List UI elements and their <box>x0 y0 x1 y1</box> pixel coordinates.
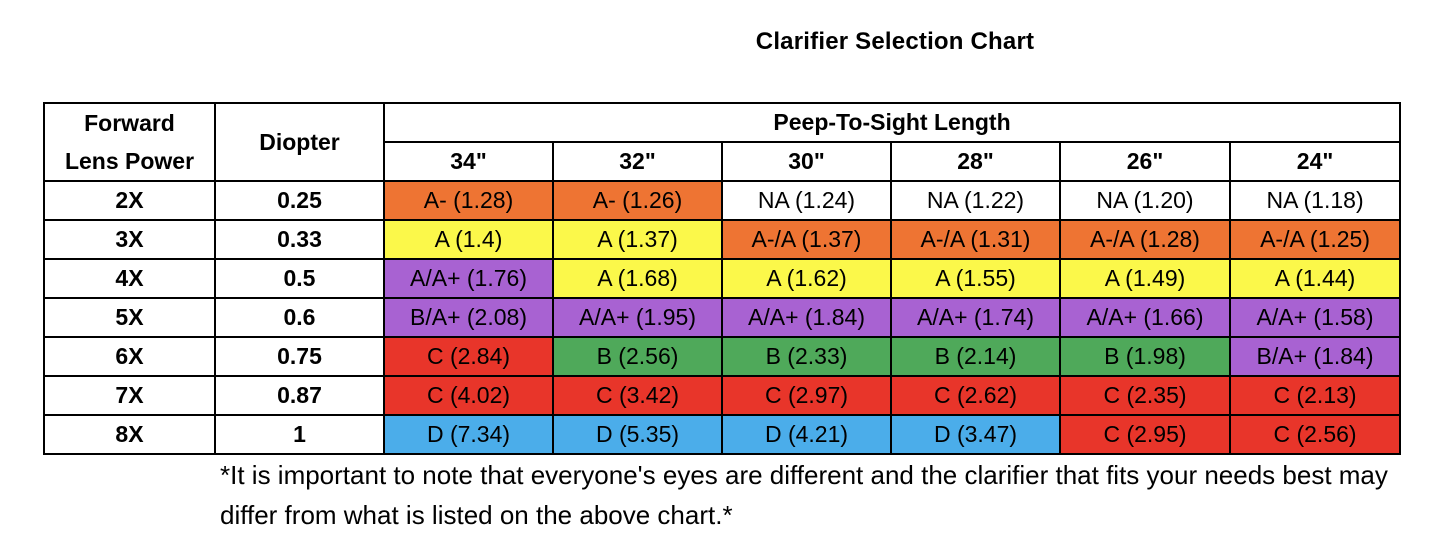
clarifier-cell: A (1.44) <box>1228 258 1402 299</box>
peep-to-sight-header: Peep-To-Sight Length <box>382 102 1402 143</box>
clarifier-cell: A- (1.28) <box>383 180 554 221</box>
table-row: 2X 0.25 A- (1.28) A- (1.26) NA (1.24) NA (1.2… <box>43 180 1402 221</box>
clarifier-cell: A (1.37) <box>552 219 723 260</box>
clarifier-cell: C (3.42) <box>552 375 723 416</box>
clarifier-cell: A/A+ (1.76) <box>383 258 554 299</box>
clarifier-cell: NA (1.22) <box>890 180 1061 221</box>
clarifier-cell: C (2.84) <box>383 336 554 377</box>
clarifier-cell: B/A+ (1.84) <box>1228 336 1402 377</box>
diopter-cell: 0.6 <box>214 297 385 338</box>
diopter-cell: 0.25 <box>214 180 385 221</box>
lens-power-cell: 6X <box>43 336 216 377</box>
table-body: 2X 0.25 A- (1.28) A- (1.26) NA (1.24) NA (1.2… <box>43 180 1402 455</box>
diopter-cell: 0.75 <box>214 336 385 377</box>
clarifier-cell: C (2.35) <box>1059 375 1231 416</box>
clarifier-table: Forward Lens Power Diopter Peep-To-Sight… <box>43 102 1402 455</box>
clarifier-cell: A- (1.26) <box>552 180 723 221</box>
clarifier-cell: A-/A (1.31) <box>890 219 1061 260</box>
clarifier-cell: A-/A (1.37) <box>721 219 892 260</box>
diopter-cell: 1 <box>214 414 385 455</box>
clarifier-cell: D (3.47) <box>890 414 1061 455</box>
table-row: 8X 1 D (7.34) D (5.35) D (4.21) D (3.47) C (2.… <box>43 414 1402 455</box>
clarifier-cell: C (2.56) <box>1228 414 1402 455</box>
lens-power-header-line2: Lens Power <box>64 148 195 174</box>
header-row-lengths: 34" 32" 30" 28" 26" 24" <box>44 141 1402 182</box>
diopter-cell: 0.5 <box>214 258 385 299</box>
clarifier-cell: B (2.14) <box>890 336 1061 377</box>
clarifier-cell: B (1.98) <box>1059 336 1231 377</box>
table-row: 7X 0.87 C (4.02) C (3.42) C (2.97) C (2.62) C … <box>43 375 1402 416</box>
lens-power-cell: 5X <box>43 297 216 338</box>
table-row: 3X 0.33 A (1.4) A (1.37) A-/A (1.37) A-/A (1.… <box>43 219 1402 260</box>
length-header: 30" <box>721 141 892 182</box>
clarifier-cell: A/A+ (1.84) <box>721 297 892 338</box>
length-header: 32" <box>552 141 723 182</box>
clarifier-cell: A/A+ (1.95) <box>552 297 723 338</box>
lens-power-cell: 2X <box>43 180 216 221</box>
clarifier-cell: D (4.21) <box>721 414 892 455</box>
clarifier-cell: A/A+ (1.58) <box>1228 297 1402 338</box>
clarifier-cell: NA (1.24) <box>721 180 892 221</box>
clarifier-cell: D (5.35) <box>552 414 723 455</box>
lens-power-header: Forward Lens Power <box>43 102 216 182</box>
table-row: 5X 0.6 B/A+ (2.08) A/A+ (1.95) A/A+ (1.84) A/… <box>43 297 1402 338</box>
footnote: *It is important to note that everyone's… <box>220 460 1388 530</box>
clarifier-cell: A (1.49) <box>1059 258 1231 299</box>
clarifier-cell: C (2.97) <box>721 375 892 416</box>
clarifier-cell: C (4.02) <box>383 375 554 416</box>
length-header: 24" <box>1228 141 1402 182</box>
clarifier-cell: B (2.56) <box>552 336 723 377</box>
clarifier-cell: D (7.34) <box>383 414 554 455</box>
clarifier-cell: A (1.4) <box>383 219 554 260</box>
clarifier-cell: A/A+ (1.74) <box>890 297 1061 338</box>
clarifier-cell: A-/A (1.25) <box>1228 219 1402 260</box>
diopter-cell: 0.33 <box>214 219 385 260</box>
clarifier-cell: NA (1.18) <box>1228 180 1402 221</box>
clarifier-cell: C (2.95) <box>1059 414 1231 455</box>
table-row: 4X 0.5 A/A+ (1.76) A (1.68) A (1.62) A (1.55)… <box>43 258 1402 299</box>
table-row: 6X 0.75 C (2.84) B (2.56) B (2.33) B (2.14) B … <box>43 336 1402 377</box>
lens-power-cell: 8X <box>43 414 216 455</box>
clarifier-cell: C (2.62) <box>890 375 1061 416</box>
clarifier-cell: C (2.13) <box>1228 375 1402 416</box>
clarifier-cell: NA (1.20) <box>1059 180 1231 221</box>
length-header: 26" <box>1059 141 1231 182</box>
clarifier-cell: B/A+ (2.08) <box>383 297 554 338</box>
lens-power-cell: 3X <box>43 219 216 260</box>
lens-power-cell: 4X <box>43 258 216 299</box>
diopter-cell: 0.87 <box>214 375 385 416</box>
lens-power-header-line1: Forward <box>84 110 175 136</box>
clarifier-cell: A (1.62) <box>721 258 892 299</box>
header-row-top: Forward Lens Power Diopter Peep-To-Sight… <box>43 102 1402 182</box>
chart-title: Clarifier Selection Chart <box>755 28 1035 55</box>
clarifier-cell: A (1.68) <box>552 258 723 299</box>
clarifier-cell: A-/A (1.28) <box>1059 219 1231 260</box>
length-header: 34" <box>383 141 554 182</box>
clarifier-cell: A/A+ (1.66) <box>1059 297 1231 338</box>
clarifier-cell: A (1.55) <box>890 258 1061 299</box>
clarifier-cell: B (2.33) <box>721 336 892 377</box>
length-header: 28" <box>890 141 1061 182</box>
diopter-header: Diopter <box>214 102 385 182</box>
lens-power-cell: 7X <box>43 375 216 416</box>
